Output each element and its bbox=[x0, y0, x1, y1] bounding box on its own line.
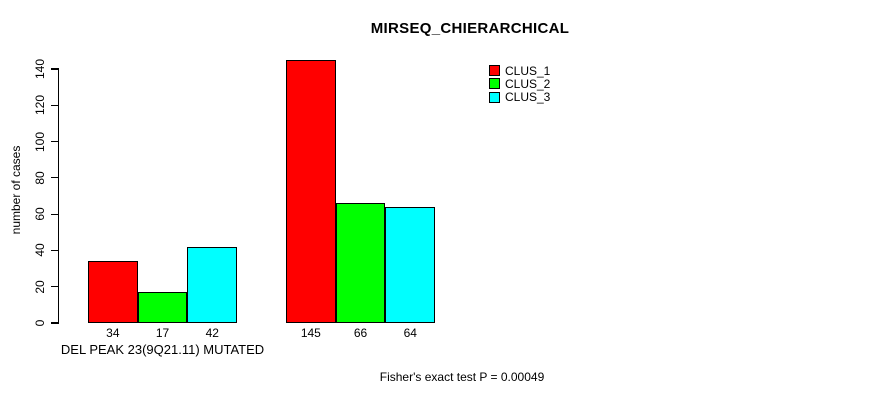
y-tick-label: 40 bbox=[33, 243, 47, 258]
bar bbox=[137, 292, 188, 323]
y-axis-label: number of cases bbox=[9, 145, 23, 235]
y-axis-line bbox=[58, 69, 60, 323]
legend-label: CLUS_3 bbox=[505, 90, 551, 105]
chart-title: MIRSEQ_CHIERARCHICAL bbox=[370, 20, 570, 37]
y-tick bbox=[51, 177, 59, 179]
legend-item: CLUS_3 bbox=[489, 91, 550, 103]
bar bbox=[335, 203, 386, 323]
legend-swatch bbox=[489, 65, 500, 76]
legend-label: CLUS_1 bbox=[505, 63, 551, 78]
bar bbox=[88, 261, 138, 323]
y-tick-label: 80 bbox=[33, 171, 47, 185]
bar-value-label: 64 bbox=[403, 326, 417, 340]
footer-annotation: Fisher's exact test P = 0.00049 bbox=[379, 370, 545, 384]
y-tick bbox=[51, 249, 59, 252]
bar bbox=[187, 246, 238, 323]
y-tick-label: 100 bbox=[33, 131, 47, 152]
y-tick bbox=[51, 68, 59, 70]
y-tick bbox=[51, 286, 59, 288]
legend-item: CLUS_1 bbox=[489, 65, 550, 77]
y-tick bbox=[51, 140, 59, 143]
y-tick bbox=[51, 213, 59, 215]
y-tick-label: 20 bbox=[33, 280, 47, 294]
bar-value-label: 42 bbox=[205, 326, 219, 340]
y-tick-label: 0 bbox=[33, 319, 47, 327]
y-tick bbox=[51, 322, 59, 324]
legend-swatch bbox=[489, 78, 500, 90]
group-label: DEL PEAK 23(9Q21.11) MUTATED bbox=[60, 342, 265, 357]
legend-label: CLUS_2 bbox=[505, 76, 551, 91]
y-tick-label: 60 bbox=[33, 207, 47, 221]
bar bbox=[385, 206, 436, 323]
bar bbox=[286, 59, 336, 323]
y-tick-label: 140 bbox=[33, 58, 47, 80]
bar-value-label: 34 bbox=[106, 326, 120, 340]
bar-value-label: 145 bbox=[300, 326, 321, 340]
legend-swatch bbox=[489, 91, 500, 103]
bar-value-label: 17 bbox=[155, 326, 170, 340]
legend-item: CLUS_2 bbox=[489, 78, 550, 90]
bar-value-label: 66 bbox=[353, 326, 368, 340]
y-tick bbox=[51, 104, 59, 106]
y-tick-label: 120 bbox=[33, 95, 47, 116]
